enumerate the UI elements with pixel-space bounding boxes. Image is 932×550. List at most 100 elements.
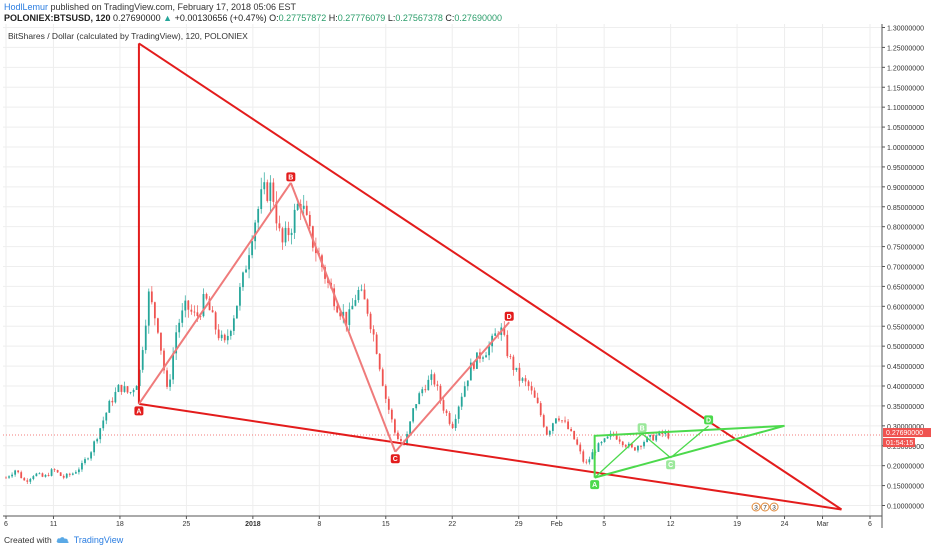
candle-body — [524, 378, 527, 382]
ohlc-header: POLONIEX:BTSUSD, 120 0.27690000 ▲ +0.001… — [4, 13, 502, 23]
candle-body — [542, 415, 545, 427]
candle-body — [71, 473, 74, 475]
candle-body — [551, 423, 554, 431]
candle-body — [211, 310, 214, 313]
price-tick-label: 0.30000000 — [887, 424, 924, 431]
candle-body — [175, 332, 178, 354]
event-badge[interactable] — [751, 502, 761, 512]
low-label: L: — [387, 13, 396, 23]
green-point-b — [637, 423, 647, 433]
footer: Created with TradingView — [4, 535, 123, 545]
green-wedge — [593, 424, 785, 479]
candle-body — [418, 393, 421, 405]
candle-body — [23, 478, 26, 481]
candle-body — [375, 334, 378, 354]
candle-body — [381, 369, 384, 386]
candle-body — [193, 311, 196, 313]
candle-body — [205, 294, 208, 299]
candle-body — [17, 470, 20, 473]
candle-body — [172, 353, 175, 380]
candle-body — [469, 362, 472, 381]
candle-body — [242, 272, 244, 288]
candle-body — [99, 428, 102, 440]
candle-body — [637, 445, 639, 451]
candle-body — [515, 367, 518, 371]
candle-body — [202, 294, 205, 317]
candle-body — [62, 475, 65, 478]
candle-body — [597, 443, 600, 452]
time-tick-label: 24 — [781, 521, 789, 528]
time-tick-label: 2018 — [245, 521, 261, 528]
candle-body — [393, 419, 396, 433]
candle-body — [254, 222, 257, 242]
candle-body — [305, 205, 308, 215]
red-point-a-label: A — [136, 408, 141, 415]
event-badge[interactable] — [760, 502, 770, 512]
candle-body — [41, 473, 44, 477]
symbol-label: POLONIEX:BTSUSD, 120 — [4, 13, 111, 23]
candle-body — [96, 439, 99, 442]
candle-body — [284, 227, 287, 243]
time-tick-label: 8 — [317, 521, 321, 528]
candle-body — [32, 476, 35, 479]
candle-body — [81, 463, 83, 470]
price-tick-label: 0.55000000 — [887, 324, 924, 331]
candle-body — [506, 334, 509, 357]
time-tick-label: 15 — [382, 521, 390, 528]
candle-body — [640, 445, 642, 447]
candle-body — [345, 311, 348, 325]
candle-body — [652, 434, 655, 441]
candle-body — [160, 332, 162, 351]
price-tick-label: 0.45000000 — [887, 364, 924, 371]
candle-body — [372, 329, 375, 335]
candle-body — [120, 384, 123, 392]
candle-body — [585, 461, 588, 463]
candle-body — [567, 421, 569, 430]
candle-body — [50, 469, 53, 476]
candle-body — [20, 472, 23, 479]
candle-body — [129, 392, 132, 393]
candle-body — [123, 386, 126, 392]
candle-body — [412, 408, 415, 422]
candle-body — [236, 305, 238, 319]
green-point-b-label: B — [640, 425, 645, 432]
price-tick-label: 0.60000000 — [887, 304, 924, 311]
candle-body — [144, 325, 147, 351]
abcd-green-leg — [641, 433, 672, 459]
candle-body — [87, 458, 89, 460]
green-point-a — [590, 480, 600, 490]
candle-body — [582, 451, 585, 462]
event-badge[interactable] — [769, 502, 779, 512]
candle-body — [190, 309, 193, 312]
candle-body — [649, 434, 652, 437]
candle-body — [555, 418, 557, 424]
candle-body — [360, 289, 363, 291]
candle-body — [169, 379, 171, 387]
time-tick-label: 29 — [515, 521, 523, 528]
candle-body — [126, 386, 129, 393]
candle-body — [488, 346, 490, 356]
candle-body — [275, 201, 278, 224]
time-tick-label: 18 — [116, 521, 124, 528]
candle-body — [251, 241, 253, 256]
author-link[interactable]: HodlLemur — [4, 2, 49, 12]
candle-body — [634, 447, 636, 451]
candle-body — [105, 412, 108, 421]
candle-body — [439, 385, 442, 401]
candle-body — [108, 400, 111, 413]
candle-body — [208, 298, 211, 311]
candle-body — [539, 403, 542, 416]
candle-body — [14, 470, 17, 475]
high-label: H: — [328, 13, 338, 23]
candle-body — [485, 355, 487, 358]
tradingview-brand[interactable]: TradingView — [73, 535, 124, 545]
time-tick-label: 19 — [733, 521, 741, 528]
event-badge-label: 7 — [763, 505, 767, 512]
candle-body — [263, 182, 266, 190]
candle-body — [442, 400, 445, 411]
red-point-d-label: D — [507, 314, 512, 321]
candle-body — [248, 255, 250, 270]
candle-body — [166, 370, 168, 387]
candle-body — [68, 473, 71, 475]
